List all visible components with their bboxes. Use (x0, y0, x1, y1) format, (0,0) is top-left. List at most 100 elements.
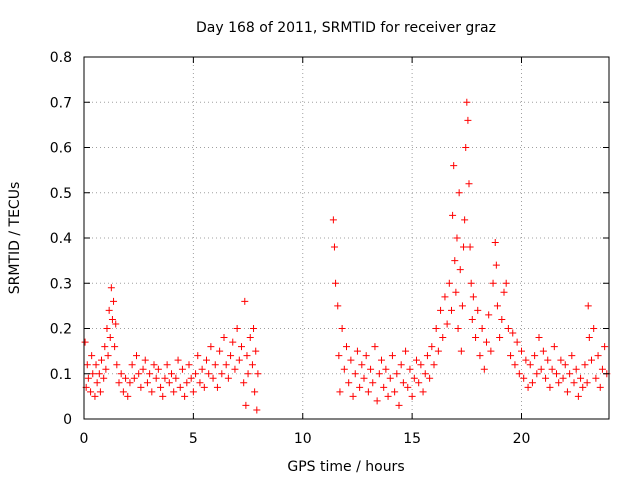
data-point (487, 347, 495, 355)
data-point (537, 365, 545, 373)
data-point (347, 356, 355, 364)
data-point (242, 401, 250, 409)
data-point (467, 279, 475, 287)
data-point (124, 392, 132, 400)
data-point (207, 343, 215, 351)
data-point (220, 334, 228, 342)
data-point (248, 361, 256, 369)
data-point (423, 352, 431, 360)
data-point (391, 388, 399, 396)
data-point (231, 365, 239, 373)
x-tick-label: 20 (513, 431, 531, 447)
data-point (452, 288, 460, 296)
data-point (148, 388, 156, 396)
data-point (157, 383, 165, 391)
data-point (504, 325, 512, 332)
y-tick-label: 0.3 (50, 276, 72, 292)
data-point (449, 211, 457, 219)
data-point (103, 325, 111, 332)
data-point (520, 374, 528, 382)
data-point (458, 302, 466, 310)
data-point (196, 379, 204, 387)
data-point (211, 361, 219, 369)
data-point (437, 306, 445, 314)
data-point (150, 361, 158, 369)
y-axis-label: SRMTID / TECUs (7, 182, 23, 295)
data-point (596, 383, 604, 391)
data-point (113, 361, 121, 369)
data-point (213, 383, 221, 391)
data-point (441, 293, 449, 301)
data-point (480, 365, 488, 373)
data-point (141, 356, 149, 364)
data-point (457, 347, 465, 355)
data-point (511, 361, 519, 369)
data-point (229, 338, 237, 346)
data-point (594, 352, 602, 360)
data-point (419, 388, 427, 396)
data-point (87, 388, 95, 396)
data-point (548, 365, 556, 373)
data-point (454, 325, 462, 332)
data-point (252, 347, 260, 355)
data-point (101, 343, 109, 351)
data-point (448, 306, 455, 314)
data-point (375, 370, 383, 378)
data-point (417, 361, 425, 369)
data-point (235, 356, 243, 364)
data-point (507, 352, 515, 360)
data-point (200, 383, 208, 391)
data-point (579, 383, 587, 391)
data-point (584, 302, 592, 310)
y-tick-label: 0 (63, 412, 72, 428)
data-point (178, 365, 186, 373)
data-point (572, 365, 580, 373)
data-point (133, 352, 140, 360)
data-point (250, 325, 258, 332)
data-point (340, 365, 348, 373)
data-point (581, 361, 589, 369)
data-point (413, 356, 420, 364)
data-point (498, 315, 506, 323)
data-point (139, 365, 147, 373)
data-point (203, 356, 210, 364)
data-point (430, 361, 438, 369)
data-point (399, 379, 407, 387)
data-point (227, 352, 235, 360)
data-point (198, 365, 206, 373)
data-point (445, 279, 453, 287)
data-point (466, 243, 474, 251)
data-point (460, 243, 468, 251)
data-point (360, 374, 368, 382)
data-point (461, 216, 469, 224)
data-point (563, 388, 571, 396)
data-point (358, 361, 366, 369)
data-point (137, 383, 145, 391)
data-point (335, 352, 343, 360)
data-point (172, 374, 180, 382)
data-point (570, 379, 578, 387)
data-point (535, 334, 543, 342)
data-point (380, 383, 388, 391)
data-point (496, 334, 504, 342)
y-tick-label: 0.1 (50, 367, 72, 383)
data-point (577, 374, 585, 382)
data-point (378, 356, 385, 364)
data-point (518, 347, 525, 355)
data-point (402, 347, 410, 355)
data-point (464, 116, 472, 124)
data-point (453, 234, 461, 242)
data-point (393, 370, 401, 378)
data-point (253, 406, 261, 414)
data-point (111, 343, 119, 351)
data-point (356, 383, 364, 391)
data-point (165, 379, 173, 387)
data-point (544, 356, 552, 364)
data-point (343, 343, 350, 351)
data-point (528, 379, 536, 387)
data-point (345, 379, 353, 387)
data-point (106, 334, 114, 342)
data-point (509, 329, 517, 337)
data-point (93, 379, 101, 387)
y-tick-label: 0.8 (50, 50, 72, 66)
